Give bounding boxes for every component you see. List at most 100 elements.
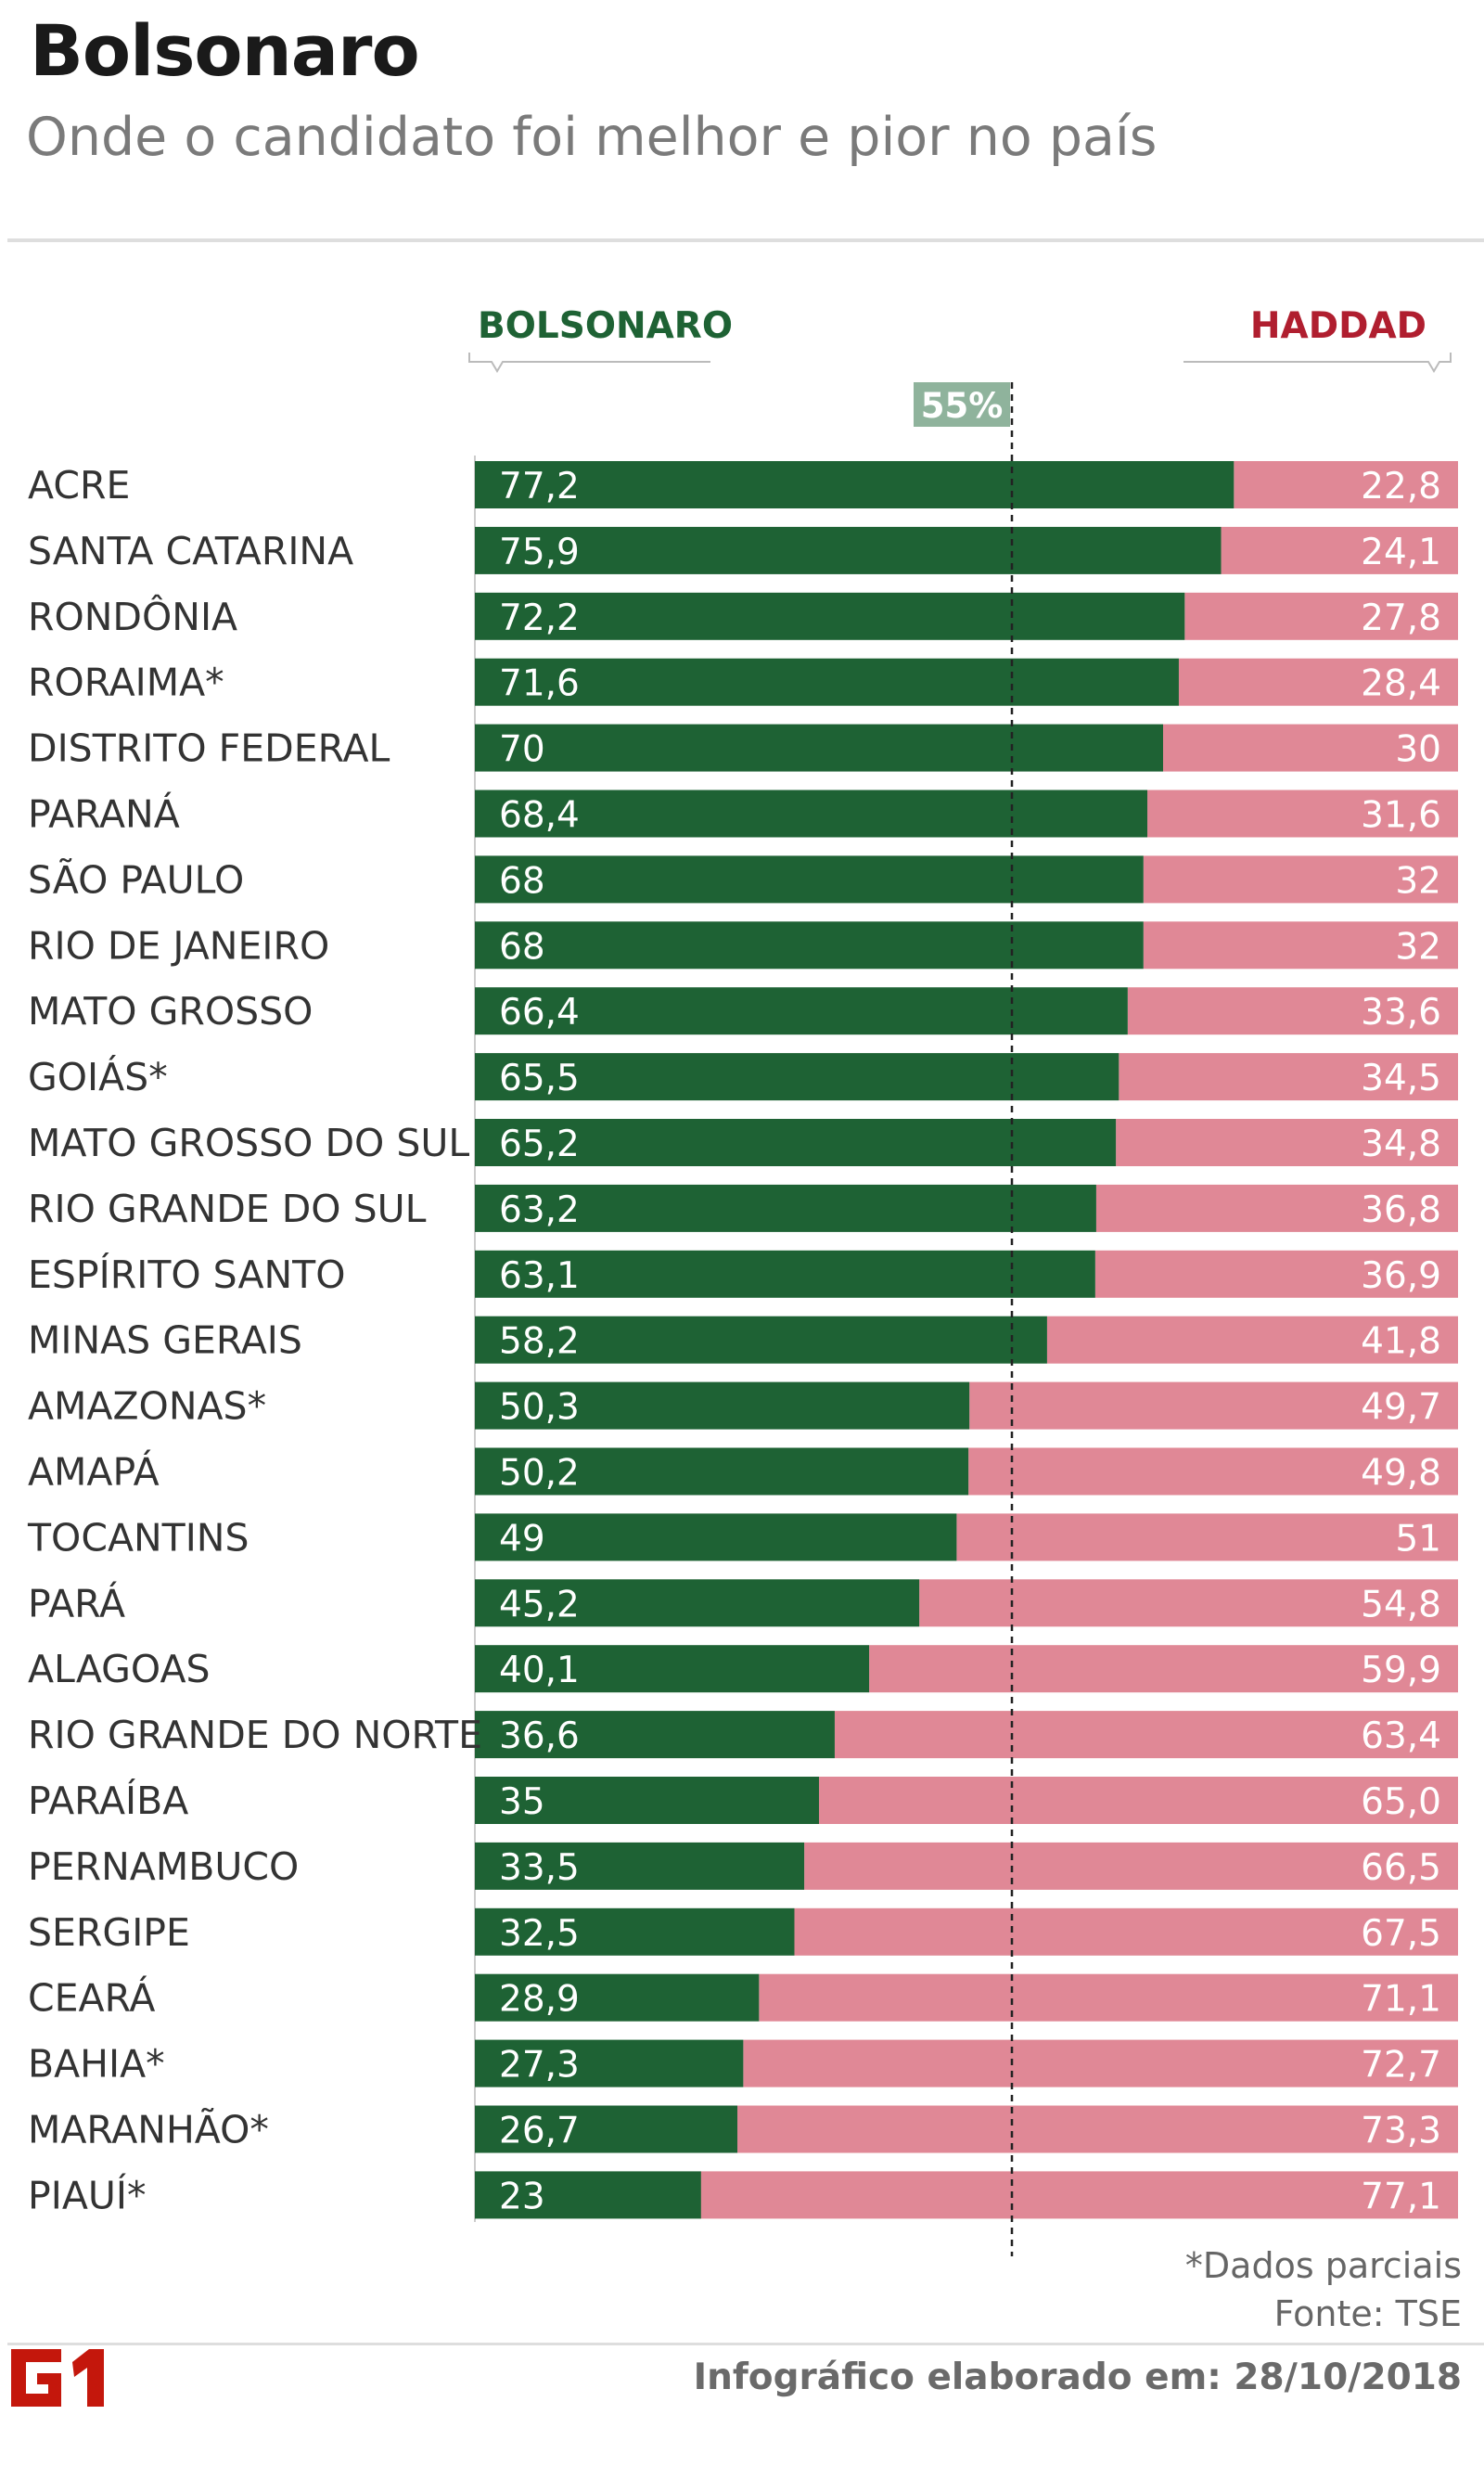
bar-haddad: [743, 2039, 1458, 2087]
value-bolsonaro: 72,2: [499, 597, 580, 639]
value-haddad: 27,8: [1361, 597, 1441, 639]
legend-haddad-pointer: [1183, 353, 1452, 373]
value-bolsonaro: 77,2: [499, 466, 580, 507]
bar-bolsonaro: [475, 1973, 760, 2022]
value-haddad: 77,1: [1361, 2176, 1441, 2217]
value-bolsonaro: 40,1: [499, 1650, 580, 1691]
value-bolsonaro: 35: [499, 1781, 545, 1823]
state-label: ACRE: [28, 463, 130, 507]
value-bolsonaro: 65,2: [499, 1124, 580, 1165]
state-label: AMAZONAS*: [28, 1384, 266, 1429]
bar-haddad: [869, 1645, 1458, 1693]
value-bolsonaro: 28,9: [499, 1979, 580, 2021]
value-bolsonaro: 75,9: [499, 532, 580, 573]
bar-haddad: [1094, 1250, 1458, 1298]
value-haddad: 49,7: [1361, 1387, 1441, 1429]
state-label: TOCANTINS: [27, 1515, 249, 1560]
bar-haddad: [759, 1973, 1458, 2022]
value-bolsonaro: 23: [499, 2176, 545, 2217]
value-haddad: 22,8: [1361, 466, 1441, 507]
bar-haddad: [1116, 1119, 1458, 1166]
value-haddad: 32: [1395, 860, 1441, 902]
state-label: PARANÁ: [28, 792, 180, 837]
value-bolsonaro: 58,2: [499, 1321, 580, 1363]
value-haddad: 59,9: [1361, 1650, 1441, 1691]
value-haddad: 34,8: [1361, 1124, 1441, 1165]
state-label: CEARÁ: [28, 1976, 155, 2021]
state-label: PIAUÍ*: [28, 2173, 146, 2217]
top-divider: [7, 238, 1484, 242]
state-label: MATO GROSSO DO SUL: [28, 1121, 469, 1165]
state-label: PERNAMBUCO: [28, 1844, 299, 1889]
value-haddad: 31,6: [1361, 795, 1441, 837]
value-haddad: 30: [1395, 729, 1441, 771]
bar-haddad: [1221, 526, 1458, 574]
bar-bolsonaro: [475, 1907, 795, 1956]
bar-haddad: [819, 1777, 1458, 1824]
state-label: SANTA CATARINA: [28, 529, 353, 573]
value-haddad: 63,4: [1361, 1715, 1441, 1757]
credit-line: Infográfico elaborado em: 28/10/2018: [693, 2357, 1462, 2398]
bar-bolsonaro: [475, 724, 1163, 772]
state-label: SÃO PAULO: [28, 857, 244, 902]
value-haddad: 41,8: [1361, 1321, 1441, 1363]
bar-haddad: [737, 2105, 1458, 2153]
value-haddad: 54,8: [1361, 1584, 1441, 1625]
bar-bolsonaro: [475, 1711, 835, 1759]
value-haddad: 66,5: [1361, 1847, 1441, 1889]
value-bolsonaro: 50,2: [499, 1453, 580, 1495]
value-haddad: 28,4: [1361, 663, 1441, 705]
bar-bolsonaro: [475, 1579, 920, 1627]
partial-data-note: *Dados parciais: [1184, 2245, 1462, 2286]
bar-bolsonaro: [475, 1381, 970, 1430]
bar-bolsonaro: [475, 1645, 870, 1693]
chart-subtitle: Onde o candidato foi melhor e pior no pa…: [26, 107, 1158, 168]
bar-bolsonaro: [475, 526, 1222, 574]
bar-haddad: [804, 1842, 1458, 1890]
bar-bolsonaro: [475, 1250, 1095, 1298]
value-bolsonaro: 68: [499, 926, 545, 968]
bar-bolsonaro: [475, 592, 1185, 640]
state-label: AMAPÁ: [28, 1450, 160, 1495]
value-bolsonaro: 65,5: [499, 1058, 580, 1099]
bar-bolsonaro: [475, 987, 1128, 1035]
value-bolsonaro: 66,4: [499, 992, 580, 1034]
g1-logo-1: [72, 2349, 104, 2407]
value-haddad: 51: [1395, 1518, 1441, 1560]
bar-bolsonaro: [475, 2039, 744, 2087]
reference-badge: [914, 382, 1010, 427]
bar-haddad: [1143, 921, 1458, 970]
value-haddad: 33,6: [1361, 992, 1441, 1034]
bar-haddad: [1046, 1316, 1458, 1364]
bar-haddad: [834, 1711, 1458, 1759]
bar-haddad: [1095, 1184, 1458, 1232]
value-bolsonaro: 26,7: [499, 2111, 580, 2152]
g1-logo: [11, 2349, 104, 2407]
value-haddad: 65,0: [1361, 1781, 1441, 1823]
bar-haddad: [969, 1381, 1458, 1430]
bar-haddad: [1147, 790, 1458, 838]
bar-haddad: [956, 1513, 1458, 1561]
state-label: MARANHÃO*: [28, 2108, 269, 2152]
bar-bolsonaro: [475, 1119, 1117, 1166]
value-bolsonaro: 33,5: [499, 1847, 580, 1889]
bar-bolsonaro: [475, 658, 1179, 706]
state-label: RIO GRANDE DO SUL: [28, 1187, 427, 1231]
legend-bolsonaro-pointer: [468, 353, 710, 373]
bar-haddad: [1184, 592, 1458, 640]
bottom-divider: [7, 2343, 1484, 2345]
state-label: ESPÍRITO SANTO: [28, 1252, 346, 1297]
value-bolsonaro: 63,1: [499, 1255, 580, 1297]
state-label: RIO DE JANEIRO: [28, 923, 329, 968]
bar-bolsonaro: [475, 790, 1148, 838]
value-haddad: 32: [1395, 926, 1441, 968]
bar-haddad: [794, 1907, 1458, 1956]
value-bolsonaro: 68: [499, 860, 545, 902]
value-bolsonaro: 36,6: [499, 1715, 580, 1757]
bar-bolsonaro: [475, 855, 1144, 904]
state-label: RONDÔNIA: [28, 595, 237, 639]
bar-haddad: [1163, 724, 1458, 772]
bar-bolsonaro: [475, 2171, 701, 2219]
bar-bolsonaro: [475, 461, 1235, 508]
value-bolsonaro: 49: [499, 1518, 545, 1560]
